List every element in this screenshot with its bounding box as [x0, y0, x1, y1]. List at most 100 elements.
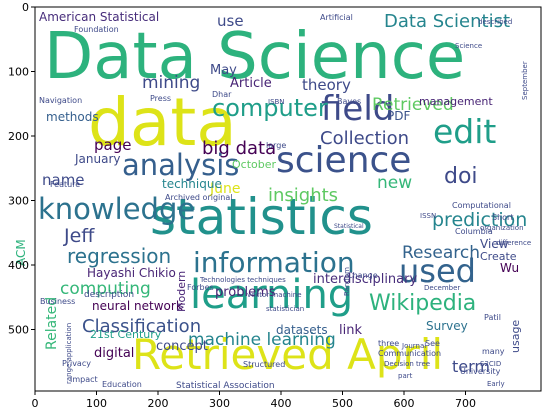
y-tick-label: 200 — [8, 130, 29, 143]
word-cloud-word: Foundation — [74, 25, 119, 34]
word-cloud-word: many — [482, 347, 505, 356]
word-cloud-word: Related — [44, 297, 60, 350]
word-cloud-word: information — [193, 246, 355, 279]
word-cloud-word: Business — [40, 297, 75, 306]
word-cloud-word: January — [74, 152, 121, 166]
word-cloud-word: October — [232, 158, 276, 171]
word-cloud-word: Navigation — [39, 96, 82, 105]
word-cloud-word: use — [217, 12, 244, 30]
word-cloud-word: Retrieved April — [132, 330, 443, 379]
word-cloud-word: usage — [509, 320, 522, 353]
word-cloud-word: Patil — [484, 313, 501, 322]
word-cloud-word: Wikipedia — [369, 291, 476, 316]
word-cloud-word: neural network — [92, 299, 183, 313]
word-cloud-word: mining — [142, 73, 200, 93]
word-cloud-word: Impact — [70, 375, 98, 384]
word-cloud-word: problems — [215, 285, 276, 300]
word-cloud-word: Jeff — [63, 225, 95, 247]
word-cloud-word: S2CID — [480, 360, 501, 368]
word-cloud-word: analysis — [122, 148, 239, 182]
word-cloud-word: description — [84, 290, 134, 300]
word-cloud-word: Education — [102, 380, 142, 389]
word-cloud-word: Forbes — [187, 283, 214, 292]
word-cloud-word: prediction — [432, 209, 527, 231]
x-axis: 0 100 200 300 400 500 600 700 — [32, 391, 476, 410]
word-cloud-word: June — [209, 181, 241, 197]
x-tick-label: 0 — [32, 397, 39, 410]
word-cloud-word: technique — [162, 177, 222, 191]
word-cloud-word: Bayes — [337, 97, 361, 106]
word-cloud-word: Research — [402, 243, 480, 263]
x-tick-label: 300 — [209, 397, 230, 410]
word-cloud-word: organization — [480, 224, 524, 232]
word-cloud-word: September — [521, 61, 529, 100]
word-cloud-word: Collection — [320, 128, 409, 149]
word-cloud-word: doi — [444, 164, 478, 189]
word-cloud-word: Random — [343, 267, 351, 296]
word-cloud-word: machine learning — [188, 330, 336, 350]
word-cloud-word: 21st Century — [90, 328, 162, 341]
word-cloud-word: part — [398, 372, 413, 380]
x-tick-label: 700 — [455, 397, 476, 410]
word-cloud-word: statistics — [150, 188, 373, 246]
word-cloud-word: page — [94, 136, 131, 154]
word-cloud-word: edit — [433, 112, 496, 151]
word-cloud-word: Press — [150, 94, 171, 103]
word-cloud-word: See — [425, 339, 440, 348]
x-tick-label: 500 — [332, 397, 353, 410]
word-cloud-word: statistician — [266, 305, 304, 313]
word-cloud-word: used — [399, 252, 476, 290]
word-cloud-word: View — [480, 237, 509, 251]
word-cloud-word: Technologies techniques — [199, 276, 286, 284]
word-cloud-word: data — [88, 84, 237, 161]
word-cloud-word: science — [276, 140, 411, 181]
x-tick-label: 100 — [86, 397, 107, 410]
y-tick-label: 100 — [8, 66, 29, 79]
word-cloud-word: link — [339, 323, 362, 338]
word-cloud-word: range application — [65, 323, 73, 384]
word-cloud-word: methods — [46, 110, 99, 124]
word-cloud-word: University — [460, 367, 501, 376]
word-cloud-word: vector machine — [247, 291, 302, 299]
word-cloud-word: field — [321, 89, 394, 129]
word-cloud-word: May — [210, 63, 237, 78]
word-cloud-word: regression — [67, 244, 171, 268]
word-cloud-word: big data — [202, 138, 276, 159]
word-cloud-word: Short — [492, 213, 513, 222]
x-tick-label: 200 — [148, 397, 169, 410]
word-cloud-word: Archived original — [165, 193, 232, 202]
word-cloud-word: Data Science — [44, 20, 465, 94]
word-cloud-word: Communication — [378, 349, 441, 358]
word-cloud-word: Journal — [401, 342, 426, 350]
word-cloud-word: Retrieved — [372, 95, 454, 115]
word-cloud-word: Columbia — [455, 227, 493, 236]
y-tick-label: 500 — [8, 324, 29, 337]
word-cloud-word: Wu — [500, 261, 519, 275]
word-cloud-word: Artificial — [320, 13, 353, 22]
word-cloud-word: Survey — [426, 319, 468, 333]
x-tick-label: 400 — [271, 397, 292, 410]
word-cloud-word: computing — [60, 279, 151, 299]
word-cloud-word: large — [266, 141, 286, 150]
word-cloud-word: Early — [487, 380, 505, 388]
word-cloud-word: three — [378, 339, 399, 348]
y-axis: 0 100 200 300 400 500 — [8, 1, 35, 337]
word-cloud-word: new — [377, 173, 412, 193]
word-cloud-word: difference — [496, 239, 531, 247]
word-cloud-word: ACM — [14, 239, 28, 266]
word-cloud-word: ISBN — [268, 98, 285, 106]
word-cloud-word: Data Scientist — [384, 11, 510, 32]
word-cloud-word: knowledge — [38, 192, 195, 226]
word-cloud-word: computer — [212, 94, 328, 122]
y-tick-label: 300 — [8, 195, 29, 208]
word-cloud-word: concept — [156, 339, 208, 354]
word-cloud-word: name — [42, 171, 85, 189]
word-cloud-word: December — [424, 284, 460, 292]
word-cloud-word: insights — [268, 185, 338, 206]
word-cloud-word: Structured — [243, 360, 285, 369]
word-cloud-word: Science — [455, 42, 482, 50]
word-cloud-word: Change — [347, 271, 378, 280]
word-cloud-word: Statistical — [334, 223, 364, 230]
